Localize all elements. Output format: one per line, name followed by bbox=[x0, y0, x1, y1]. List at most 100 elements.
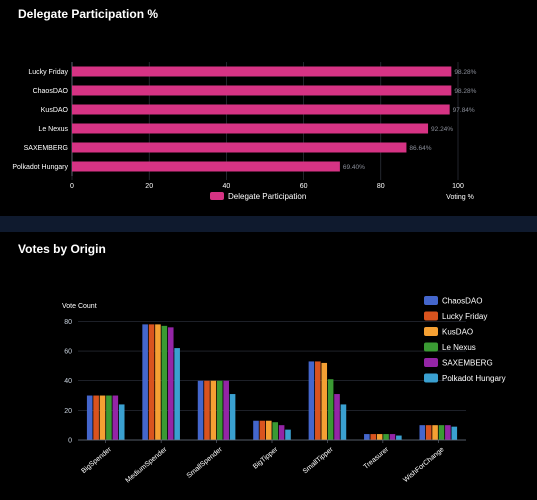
vote-bar bbox=[106, 395, 112, 440]
vote-bar bbox=[148, 324, 155, 440]
vote-bar bbox=[425, 425, 432, 440]
bar-value-label: 92.24% bbox=[431, 126, 453, 133]
vote-bar bbox=[112, 395, 119, 440]
vote-bar bbox=[197, 380, 204, 440]
vote-bar bbox=[259, 420, 266, 440]
y-axis-title: Vote Count bbox=[62, 303, 97, 310]
legend-swatch bbox=[424, 358, 438, 367]
legend-swatch bbox=[424, 311, 438, 321]
legend-label: Lucky Friday bbox=[442, 312, 487, 321]
participation-bar bbox=[72, 142, 407, 153]
legend-label: Polkadot Hungary bbox=[442, 374, 506, 383]
vote-bar bbox=[167, 327, 174, 440]
category-label: Le Nexus bbox=[38, 126, 68, 133]
category-label: ChaosDAO bbox=[33, 88, 69, 95]
vote-bar bbox=[370, 434, 377, 440]
vote-bar bbox=[451, 426, 458, 440]
legend-swatch bbox=[424, 342, 438, 352]
category-label: Polkadot Hungary bbox=[12, 164, 68, 171]
vote-bar bbox=[327, 379, 334, 440]
participation-bar bbox=[72, 85, 452, 96]
votes-by-origin-panel: Votes by Origin 0 20 40 60 80 Vote Count BigSp… bbox=[0, 232, 537, 500]
vote-bar bbox=[364, 434, 370, 440]
y-tick-label: 80 bbox=[64, 319, 72, 326]
delegate-participation-title: Delegate Participation % bbox=[18, 7, 159, 21]
x-axis-title: Voting % bbox=[446, 194, 474, 201]
vote-bar bbox=[223, 380, 229, 440]
category-label: SmallSpender bbox=[186, 446, 225, 480]
legend-label: KusDAO bbox=[442, 328, 473, 337]
vote-bar bbox=[419, 425, 426, 440]
category-label: KusDAO bbox=[41, 107, 69, 114]
vote-bar bbox=[278, 425, 285, 440]
vote-bar bbox=[285, 429, 291, 440]
vote-bar bbox=[161, 325, 168, 440]
legend-label: Delegate Participation bbox=[228, 192, 306, 201]
legend-swatch bbox=[424, 327, 438, 336]
vote-bar bbox=[86, 395, 93, 440]
x-tick-label: 80 bbox=[377, 183, 385, 190]
vote-bar bbox=[389, 434, 396, 440]
category-label: SAXEMBERG bbox=[24, 145, 68, 152]
participation-bar bbox=[72, 161, 340, 172]
x-tick-label: 0 bbox=[70, 183, 74, 190]
vote-bar bbox=[396, 435, 402, 440]
category-label: MediumSpender bbox=[125, 446, 169, 485]
votes-by-origin-chart: 0 20 40 60 80 Vote Count BigSpender MediumSpend… bbox=[62, 296, 506, 485]
vote-bar bbox=[308, 361, 315, 440]
category-label: WishForChange bbox=[402, 446, 445, 484]
x-tick-label: 40 bbox=[223, 183, 231, 190]
delegate-participation-chart: 0 20 40 60 80 100 Voting % Lucky Friday 98.28% Ch… bbox=[12, 62, 477, 201]
delegate-participation-panel: Delegate Participation % 0 20 40 60 80 100 Vot… bbox=[0, 0, 537, 216]
participation-bar bbox=[72, 104, 450, 115]
bar-value-label: 97.84% bbox=[453, 107, 475, 114]
x-tick-label: 100 bbox=[452, 183, 464, 190]
vote-bar bbox=[216, 380, 223, 440]
votes-by-origin-title: Votes by Origin bbox=[18, 242, 106, 256]
vote-bar bbox=[340, 404, 347, 440]
vote-bar bbox=[321, 362, 328, 440]
y-tick-label: 40 bbox=[64, 378, 72, 385]
vote-bar bbox=[438, 425, 445, 440]
category-label: Lucky Friday bbox=[28, 69, 68, 76]
category-label: Treasurer bbox=[363, 446, 391, 471]
vote-bar bbox=[376, 434, 383, 440]
legend-label: Le Nexus bbox=[442, 343, 476, 352]
legend-label: ChaosDAO bbox=[442, 297, 482, 306]
category-label: SmallTipper bbox=[302, 446, 335, 476]
category-label: BigSpender bbox=[80, 446, 113, 475]
y-tick-label: 0 bbox=[68, 438, 72, 445]
vote-bar bbox=[432, 425, 438, 440]
y-tick-label: 20 bbox=[64, 408, 72, 415]
vote-bar bbox=[229, 394, 236, 440]
legend-swatch bbox=[210, 192, 224, 200]
vote-bar bbox=[210, 380, 217, 440]
vote-bar bbox=[204, 380, 210, 440]
vote-bar bbox=[93, 395, 99, 440]
vote-bar bbox=[174, 348, 180, 440]
vote-bar bbox=[315, 361, 321, 440]
section-divider bbox=[0, 216, 537, 232]
vote-bar bbox=[272, 422, 278, 440]
vote-bar bbox=[383, 434, 389, 440]
legend-swatch bbox=[424, 373, 438, 383]
bar-value-label: 98.28% bbox=[454, 88, 476, 95]
vote-bar bbox=[118, 404, 125, 440]
x-tick-label: 60 bbox=[300, 183, 308, 190]
bar-value-label: 69.40% bbox=[343, 164, 365, 171]
vote-bar bbox=[99, 395, 106, 440]
bar-value-label: 98.28% bbox=[454, 69, 476, 76]
vote-bar bbox=[155, 324, 161, 440]
bar-value-label: 86.64% bbox=[409, 145, 431, 152]
vote-bar bbox=[253, 420, 259, 440]
legend-label: SAXEMBERG bbox=[442, 359, 493, 368]
category-label: BigTipper bbox=[252, 446, 280, 471]
vote-bar bbox=[445, 425, 451, 440]
participation-bar bbox=[72, 66, 452, 77]
x-tick-label: 20 bbox=[145, 183, 153, 190]
vote-bar bbox=[334, 394, 340, 440]
vote-bar bbox=[266, 420, 272, 440]
vote-bar bbox=[142, 324, 148, 440]
legend-swatch bbox=[424, 296, 438, 305]
participation-bar bbox=[72, 123, 429, 134]
